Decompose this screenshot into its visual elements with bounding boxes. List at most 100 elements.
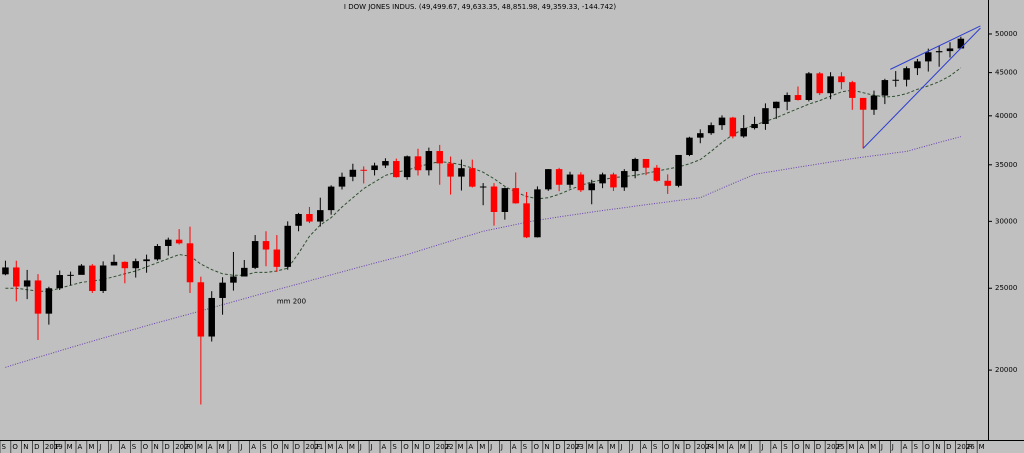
candle-body — [447, 163, 454, 177]
x-tick-label: O — [12, 443, 18, 451]
x-tick-label: O — [534, 443, 540, 451]
x-tick-label: D — [686, 443, 691, 451]
candle-body — [599, 174, 606, 184]
x-tick-label: O — [794, 443, 800, 451]
candle-body — [870, 95, 878, 110]
chart-title: I DOW JONES INDUS. (49,499.67, 49,633.35… — [344, 3, 616, 11]
x-tick-label: D — [946, 443, 951, 451]
x-tick-label: M — [197, 443, 203, 451]
candle-body — [403, 156, 411, 178]
x-tick-label: J — [239, 443, 242, 451]
x-tick-label: S — [392, 443, 397, 451]
candle-body — [631, 158, 639, 172]
candle-body — [566, 174, 574, 185]
candle-body — [501, 188, 509, 212]
y-tick-label: 25000 — [995, 284, 1017, 292]
x-tick-label: 2022 — [436, 443, 454, 451]
candle-body — [892, 79, 899, 81]
candle-body — [914, 61, 921, 69]
candle-body — [414, 156, 422, 171]
candle-body — [230, 276, 237, 283]
x-tick-label: O — [403, 443, 409, 451]
x-tick-label: A — [772, 443, 777, 451]
x-tick-label: O — [924, 443, 930, 451]
x-tick-label: S — [132, 443, 137, 451]
candle-body — [295, 214, 302, 226]
x-tick-label: 2023 — [566, 443, 584, 451]
moving-average — [5, 67, 962, 292]
x-tick-label: A — [251, 443, 256, 451]
x-tick-label: 2020 — [175, 443, 193, 451]
x-tick-label: A — [642, 443, 647, 451]
x-tick-label: A — [121, 443, 126, 451]
candle-body — [208, 297, 215, 337]
candle-body — [664, 180, 671, 186]
candle-body — [490, 186, 498, 212]
candle-body — [838, 76, 845, 83]
x-tick-label: M — [870, 443, 876, 451]
candle-body — [23, 280, 31, 287]
candle-body — [903, 68, 910, 80]
candle-body — [393, 161, 400, 178]
x-tick-label: A — [729, 443, 734, 451]
x-tick-label: A — [512, 443, 517, 451]
trend-line — [890, 25, 981, 70]
candle-body — [154, 245, 161, 260]
candle-body — [165, 239, 172, 246]
x-tick-label: D — [295, 443, 300, 451]
x-tick-label: N — [935, 443, 940, 451]
x-tick-label: J — [359, 443, 362, 451]
x-tick-label: S — [2, 443, 7, 451]
candle-body — [577, 174, 585, 191]
candle-body — [762, 108, 769, 124]
candle-body — [925, 52, 932, 62]
x-tick-label: S — [914, 443, 919, 451]
candle-body — [425, 151, 433, 171]
candle-body — [78, 265, 85, 275]
candle-body — [251, 241, 259, 268]
candle-body — [197, 282, 205, 337]
candle-body — [816, 73, 823, 94]
x-tick-label: S — [653, 443, 658, 451]
x-tick-label: M — [458, 443, 464, 451]
x-tick-label: J — [880, 443, 883, 451]
candle-body — [469, 168, 476, 187]
x-tick-label: A — [78, 443, 83, 451]
x-tick-label: O — [664, 443, 670, 451]
candle-body — [707, 125, 715, 134]
candle-body — [794, 95, 802, 100]
candle-body — [56, 275, 63, 289]
candle-body — [89, 265, 96, 291]
candle-body — [273, 249, 281, 267]
x-tick-label: A — [599, 443, 604, 451]
y-tick-label: 30000 — [995, 217, 1017, 225]
x-tick-label: F — [56, 443, 60, 451]
candle-body — [653, 167, 661, 181]
x-tick-label: M — [610, 443, 616, 451]
x-tick-label: N — [23, 443, 28, 451]
candle-body — [360, 169, 367, 171]
x-tick-label: S — [523, 443, 528, 451]
x-tick-label: J — [370, 443, 373, 451]
candle-body — [642, 158, 650, 168]
candle-body — [827, 76, 834, 94]
x-tick-label: F — [838, 443, 842, 451]
x-tick-label: A — [338, 443, 343, 451]
x-tick-label: M — [740, 443, 746, 451]
x-tick-label: N — [675, 443, 680, 451]
candle-body — [349, 169, 357, 177]
series-label: mm 200 — [277, 298, 306, 306]
x-tick-label: 2025 — [827, 443, 845, 451]
candle-body — [327, 186, 335, 211]
candle-body — [436, 151, 443, 164]
x-tick-label: M — [327, 443, 333, 451]
candle-body — [588, 183, 595, 191]
x-tick-label: A — [208, 443, 213, 451]
candle-body — [175, 239, 183, 244]
candle-body — [34, 280, 42, 314]
x-tick-label: D — [555, 443, 560, 451]
x-tick-label: A — [468, 443, 473, 451]
x-tick-label: M — [718, 443, 724, 451]
x-tick-label: J — [891, 443, 894, 451]
